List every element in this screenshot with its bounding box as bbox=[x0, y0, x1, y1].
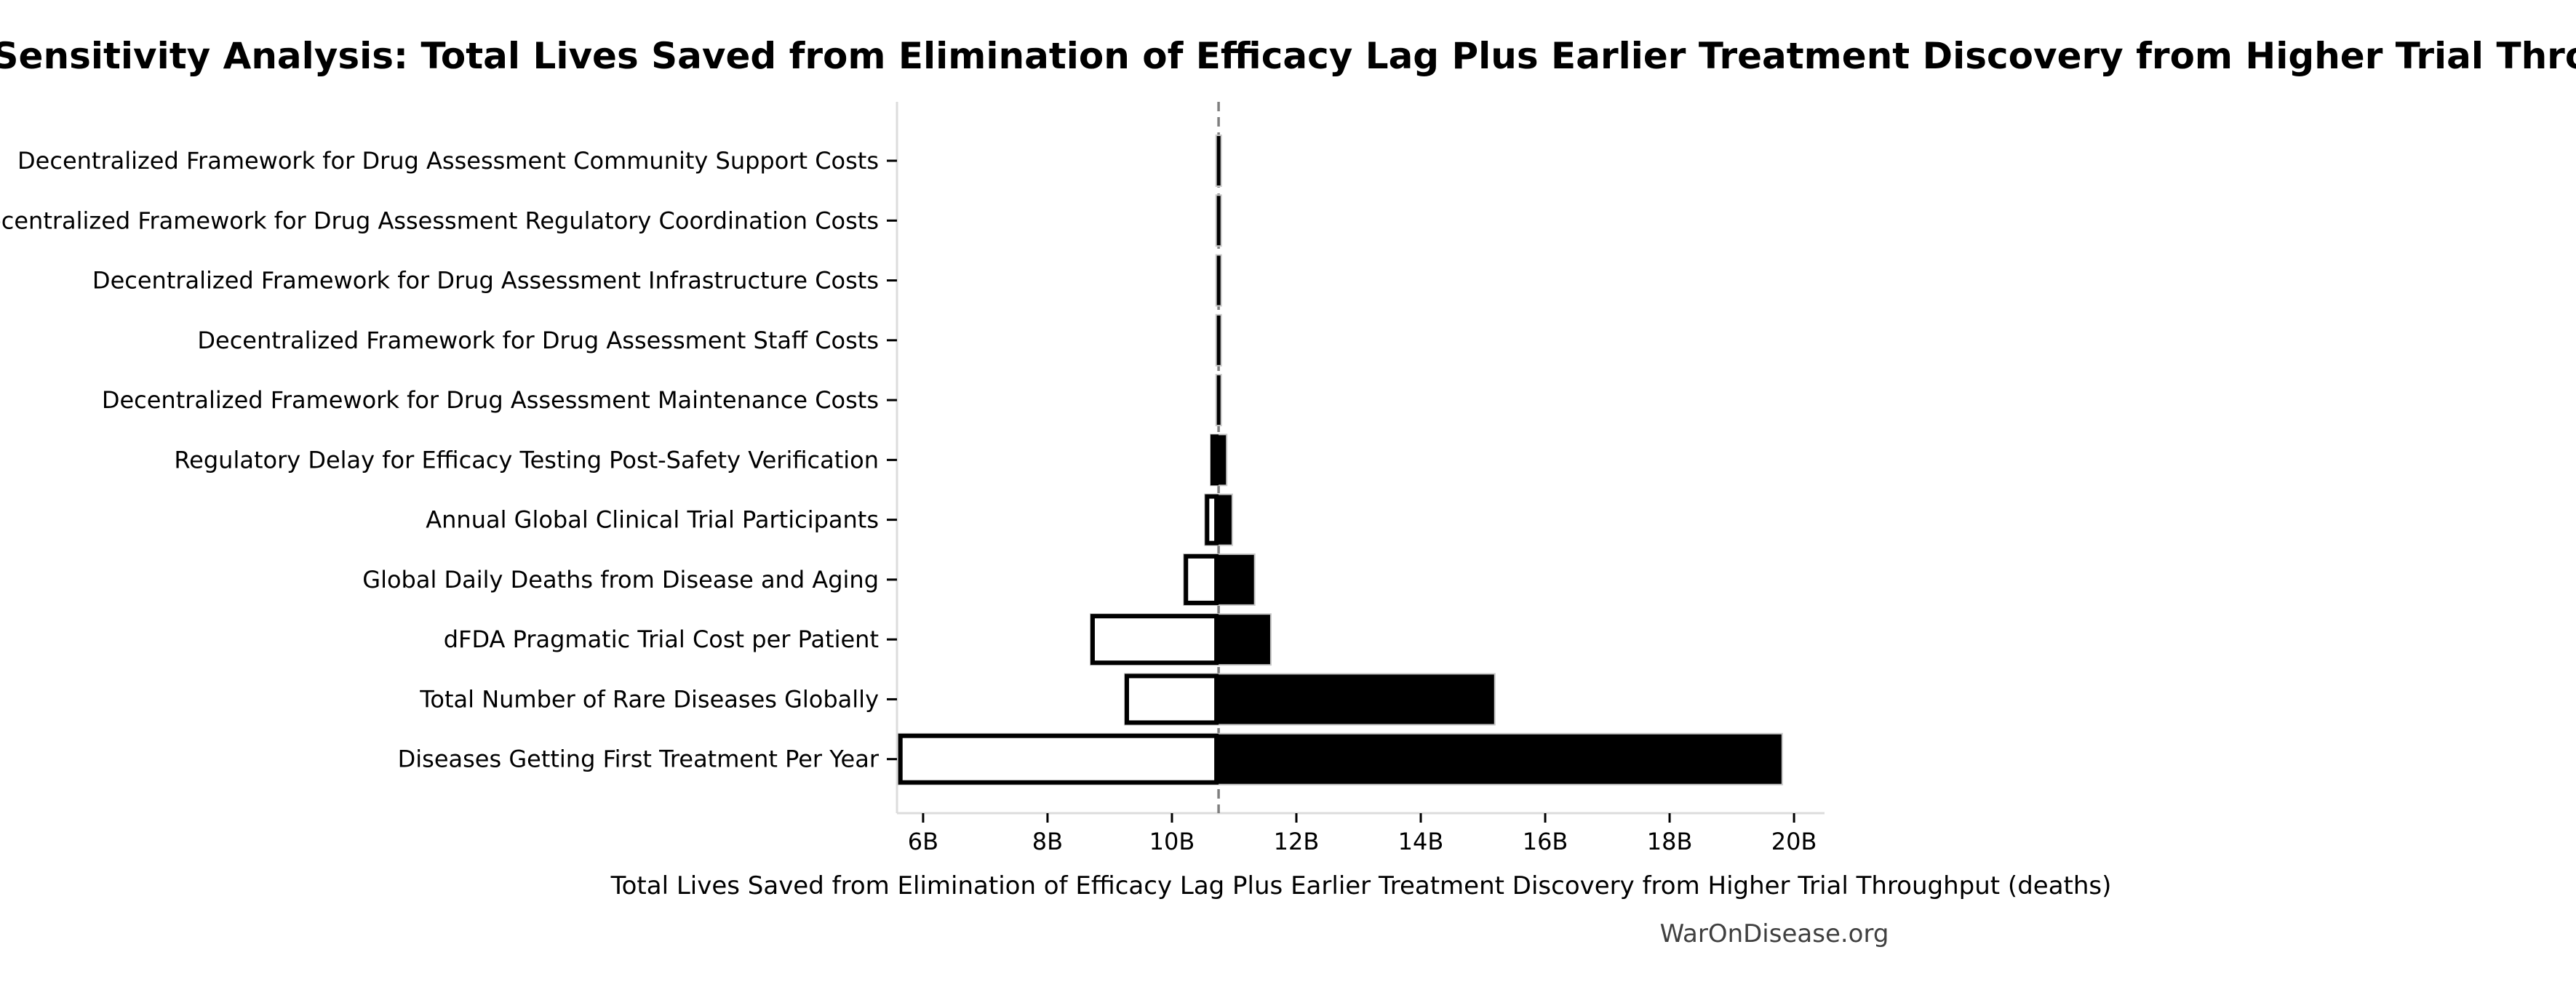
y-category-label: Total Number of Rare Diseases Globally bbox=[419, 685, 879, 713]
y-category-label: Global Daily Deaths from Disease and Agi… bbox=[362, 566, 879, 594]
x-tick-label: 6B bbox=[908, 828, 938, 855]
y-category-label: Decentralized Framework for Drug Assessm… bbox=[197, 327, 879, 354]
x-tick-label: 18B bbox=[1647, 828, 1693, 855]
x-tick-label: 16B bbox=[1523, 828, 1568, 855]
x-tick-label: 10B bbox=[1149, 828, 1195, 855]
x-tick-label: 14B bbox=[1398, 828, 1444, 855]
y-category-label: Decentralized Framework for Drug Assessm… bbox=[0, 207, 879, 234]
tornado-bar-low bbox=[898, 733, 1219, 785]
x-axis-title: Total Lives Saved from Elimination of Ef… bbox=[610, 871, 2112, 900]
y-category-label: Decentralized Framework for Drug Assessm… bbox=[17, 147, 879, 175]
chart-title: Sensitivity Analysis: Total Lives Saved … bbox=[0, 35, 2576, 77]
x-tick-label: 20B bbox=[1771, 828, 1817, 855]
tornado-bar-high bbox=[1215, 135, 1222, 187]
y-category-label: Diseases Getting First Treatment Per Yea… bbox=[398, 746, 880, 773]
y-category-label: Decentralized Framework for Drug Assessm… bbox=[92, 267, 879, 295]
tornado-bar-high bbox=[1215, 313, 1222, 367]
tornado-bar-low bbox=[1090, 614, 1219, 666]
tornado-bar-high bbox=[1215, 254, 1222, 307]
y-category-label: Regulatory Delay for Efficacy Testing Po… bbox=[174, 446, 879, 473]
tornado-bar-high bbox=[1215, 194, 1222, 247]
tornado-bar-low bbox=[1205, 494, 1219, 546]
tornado-bar-low bbox=[1210, 434, 1219, 486]
x-tick-label: 12B bbox=[1274, 828, 1320, 855]
tornado-bar-low bbox=[1184, 554, 1219, 605]
tornado-bar-low bbox=[1124, 674, 1219, 725]
y-category-label: Decentralized Framework for Drug Assessm… bbox=[102, 386, 879, 414]
tornado-bar-high bbox=[1215, 374, 1222, 427]
watermark-text: WarOnDisease.org bbox=[1659, 919, 1889, 948]
x-tick-label: 8B bbox=[1032, 828, 1063, 855]
y-category-label: dFDA Pragmatic Trial Cost per Patient bbox=[444, 626, 879, 653]
y-category-label: Annual Global Clinical Trial Participant… bbox=[426, 506, 879, 534]
